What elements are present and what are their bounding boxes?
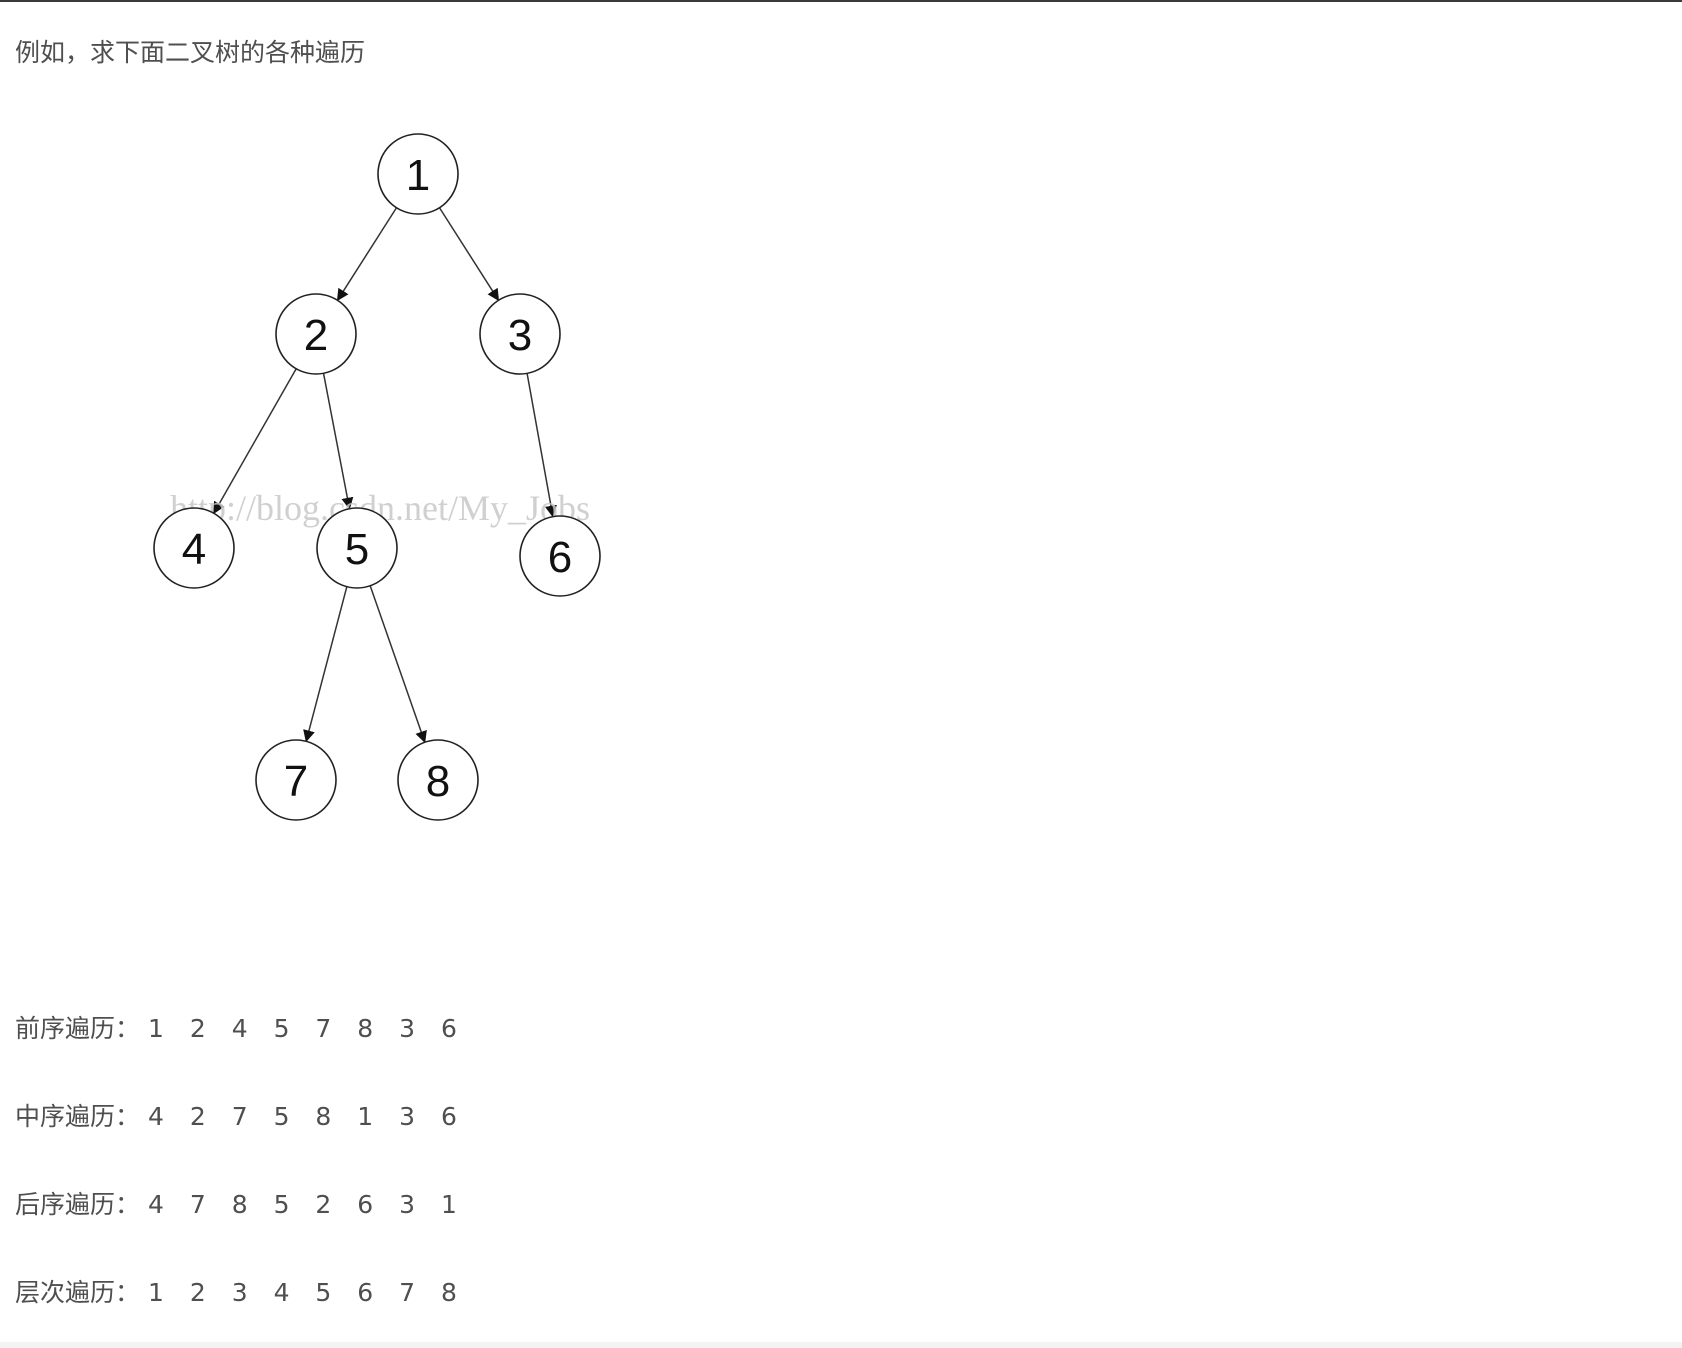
traversal-label: 层次遍历： bbox=[15, 1278, 141, 1307]
traversal-inorder: 中序遍历： 4 2 7 5 8 1 3 6 bbox=[15, 1100, 466, 1134]
tree-node-6: 6 bbox=[519, 515, 601, 597]
tree-node-3: 3 bbox=[479, 293, 561, 375]
traversal-label: 中序遍历： bbox=[15, 1102, 141, 1131]
tree-node-circle bbox=[316, 507, 398, 589]
binary-tree-diagram: http://blog.csdn.net/My_Jobs 12 34 5 67 8 bbox=[153, 133, 601, 821]
traversal-sequence: 1 2 3 4 5 6 7 8 bbox=[148, 1278, 466, 1307]
traversal-sequence: 4 7 8 5 2 6 3 1 bbox=[148, 1190, 466, 1219]
tree-node-circle bbox=[479, 293, 561, 375]
tree-node-label: 7 bbox=[284, 757, 308, 806]
tree-node-label: 1 bbox=[406, 151, 430, 200]
tree-edge-2-5 bbox=[322, 373, 354, 510]
tree-node-8: 8 bbox=[397, 739, 479, 821]
traversal-sequence: 4 2 7 5 8 1 3 6 bbox=[148, 1102, 466, 1131]
tree-node-label: 8 bbox=[426, 757, 450, 806]
tree-node-label: 3 bbox=[508, 311, 532, 360]
tree-node-circle bbox=[397, 739, 479, 821]
tree-node-circle bbox=[377, 133, 459, 215]
traversal-postorder: 后序遍历： 4 7 8 5 2 6 3 1 bbox=[15, 1188, 466, 1222]
tree-edge-3-6 bbox=[526, 373, 557, 518]
traversal-sequence: 1 2 4 5 7 8 3 6 bbox=[148, 1014, 466, 1043]
traversal-label: 后序遍历： bbox=[15, 1190, 141, 1219]
tree-node-label: 6 bbox=[548, 533, 572, 582]
tree-edge-2-4 bbox=[213, 368, 297, 515]
traversal-label: 前序遍历： bbox=[15, 1014, 141, 1043]
tree-node-circle bbox=[153, 507, 235, 589]
traversal-preorder: 前序遍历： 1 2 4 5 7 8 3 6 bbox=[15, 1012, 466, 1046]
tree-node-label: 2 bbox=[304, 311, 328, 360]
tree-edge-1-2 bbox=[336, 207, 398, 302]
tree-node-4: 4 bbox=[153, 507, 235, 589]
tree-edge-1-3 bbox=[438, 207, 500, 302]
tree-edge-5-7 bbox=[303, 586, 348, 743]
tree-node-circle bbox=[255, 739, 337, 821]
tree-node-label: 4 bbox=[182, 525, 206, 574]
intro-text: 例如，求下面二叉树的各种遍历 bbox=[15, 38, 366, 67]
tree-node-2: 2 bbox=[275, 293, 357, 375]
bottom-edge bbox=[0, 1342, 1682, 1348]
tree-node-circle bbox=[519, 515, 601, 597]
tree-node-5: 5 bbox=[316, 507, 398, 589]
top-divider bbox=[0, 0, 1682, 2]
tree-node-1: 1 bbox=[377, 133, 459, 215]
tree-node-7: 7 bbox=[255, 739, 337, 821]
tree-edge-5-8 bbox=[369, 585, 427, 744]
tree-node-label: 5 bbox=[345, 525, 369, 574]
tree-node-circle bbox=[275, 293, 357, 375]
traversal-levelorder: 层次遍历： 1 2 3 4 5 6 7 8 bbox=[15, 1276, 466, 1310]
